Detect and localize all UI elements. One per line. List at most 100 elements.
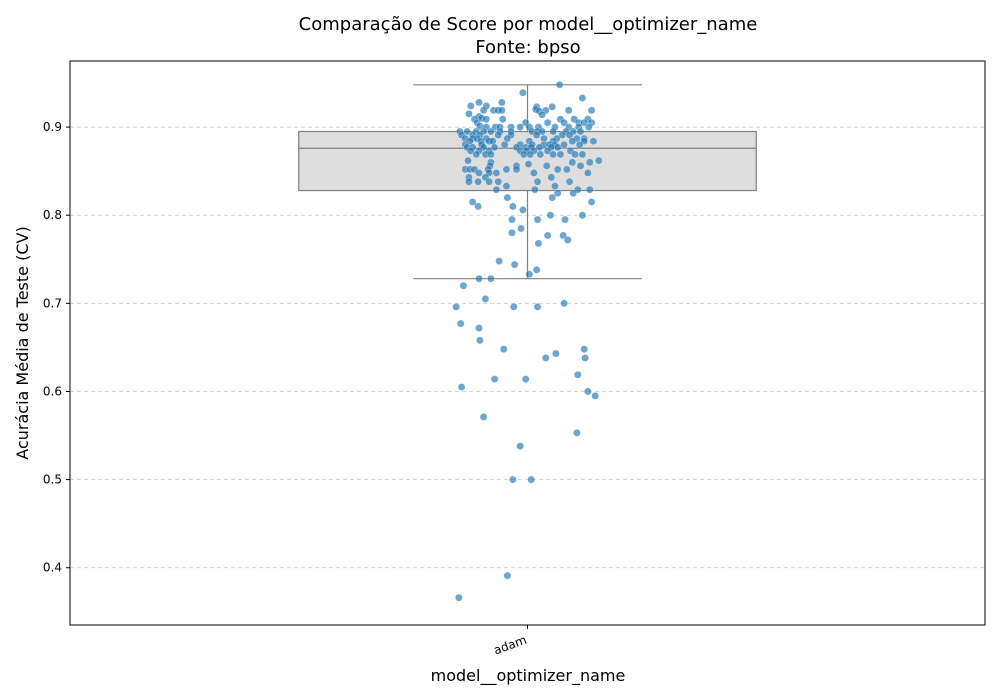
- y-axis-label: Acurácia Média de Teste (CV): [13, 226, 32, 459]
- data-point: [581, 354, 589, 362]
- x-axis-label: model__optimizer_name: [431, 666, 626, 686]
- data-point: [551, 182, 559, 190]
- data-point: [464, 156, 472, 165]
- y-tick-label: 0.6: [43, 384, 62, 398]
- data-point: [479, 106, 488, 115]
- data-point: [595, 156, 603, 165]
- data-point: [578, 94, 587, 102]
- data-point: [542, 162, 551, 170]
- data-point: [553, 189, 562, 197]
- data-point: [561, 215, 569, 224]
- data-point: [591, 392, 599, 400]
- data-point: [576, 162, 585, 170]
- data-point: [476, 336, 484, 345]
- data-point: [452, 303, 460, 311]
- chart-subtitle: Fonte: bpso: [475, 37, 580, 58]
- data-point: [578, 211, 587, 219]
- data-point: [534, 239, 543, 248]
- data-point: [552, 349, 560, 358]
- strip-points: [452, 81, 603, 602]
- data-point: [503, 134, 512, 143]
- data-point: [498, 106, 506, 115]
- data-point: [487, 127, 495, 136]
- data-point: [532, 266, 541, 274]
- data-point: [485, 177, 493, 186]
- data-point: [571, 150, 579, 159]
- data-point: [492, 169, 501, 177]
- data-point: [512, 165, 521, 174]
- data-point: [475, 169, 483, 177]
- data-point: [516, 123, 524, 131]
- data-point: [520, 150, 528, 159]
- data-point: [516, 442, 524, 450]
- data-point: [459, 281, 468, 290]
- data-point: [532, 131, 541, 139]
- data-point: [585, 158, 594, 167]
- y-tick-label: 0.9: [43, 120, 62, 134]
- data-point: [479, 413, 488, 421]
- data-point: [585, 185, 594, 194]
- data-point: [456, 319, 465, 328]
- data-point: [467, 147, 475, 155]
- data-point: [457, 383, 466, 391]
- data-point: [542, 354, 550, 362]
- data-point: [556, 150, 565, 159]
- data-point: [587, 198, 596, 206]
- data-point: [526, 150, 534, 159]
- data-point: [543, 118, 552, 127]
- data-point: [587, 106, 596, 115]
- data-point: [576, 127, 585, 136]
- data-point: [589, 137, 598, 145]
- data-point: [565, 131, 574, 139]
- data-point: [553, 165, 562, 174]
- data-point: [538, 111, 546, 119]
- data-point: [533, 177, 542, 186]
- y-tick-label: 0.4: [43, 561, 62, 575]
- data-point: [521, 375, 530, 383]
- data-point: [555, 81, 564, 89]
- data-point: [543, 231, 552, 240]
- data-point: [490, 143, 499, 152]
- data-point: [560, 299, 568, 308]
- data-point: [519, 88, 527, 97]
- data-point: [502, 165, 511, 174]
- data-point: [546, 211, 555, 219]
- data-point: [455, 593, 463, 602]
- box-plot-adam: [298, 84, 757, 280]
- y-axis-ticks: 0.4 0.5 0.6 0.7 0.8 0.9: [43, 120, 70, 575]
- data-point: [559, 231, 567, 240]
- data-point: [549, 150, 557, 159]
- data-point: [536, 150, 545, 159]
- data-point: [495, 257, 503, 265]
- data-point: [538, 127, 546, 136]
- data-point: [580, 345, 588, 353]
- data-point: [510, 303, 518, 311]
- data-point: [494, 131, 502, 139]
- data-point: [490, 375, 499, 383]
- chart-title: Comparação de Score por model__optimizer…: [299, 14, 758, 35]
- data-point: [519, 206, 527, 214]
- data-point: [548, 103, 556, 111]
- data-point: [547, 173, 556, 182]
- data-point: [563, 165, 571, 174]
- data-point: [499, 345, 508, 353]
- data-point: [472, 150, 481, 159]
- data-point: [568, 137, 577, 145]
- x-tick-label: adam: [492, 633, 529, 658]
- data-point: [487, 150, 495, 159]
- data-point: [465, 110, 473, 118]
- data-point: [492, 185, 501, 194]
- data-point: [530, 169, 538, 177]
- data-point: [475, 324, 483, 332]
- data-point: [508, 229, 516, 237]
- data-point: [494, 177, 502, 186]
- data-point: [564, 236, 572, 244]
- data-point: [564, 106, 573, 115]
- data-point: [533, 215, 542, 224]
- data-point: [533, 303, 542, 311]
- data-point: [573, 429, 581, 437]
- data-point: [574, 370, 582, 379]
- data-point: [584, 387, 592, 396]
- data-point: [475, 274, 483, 283]
